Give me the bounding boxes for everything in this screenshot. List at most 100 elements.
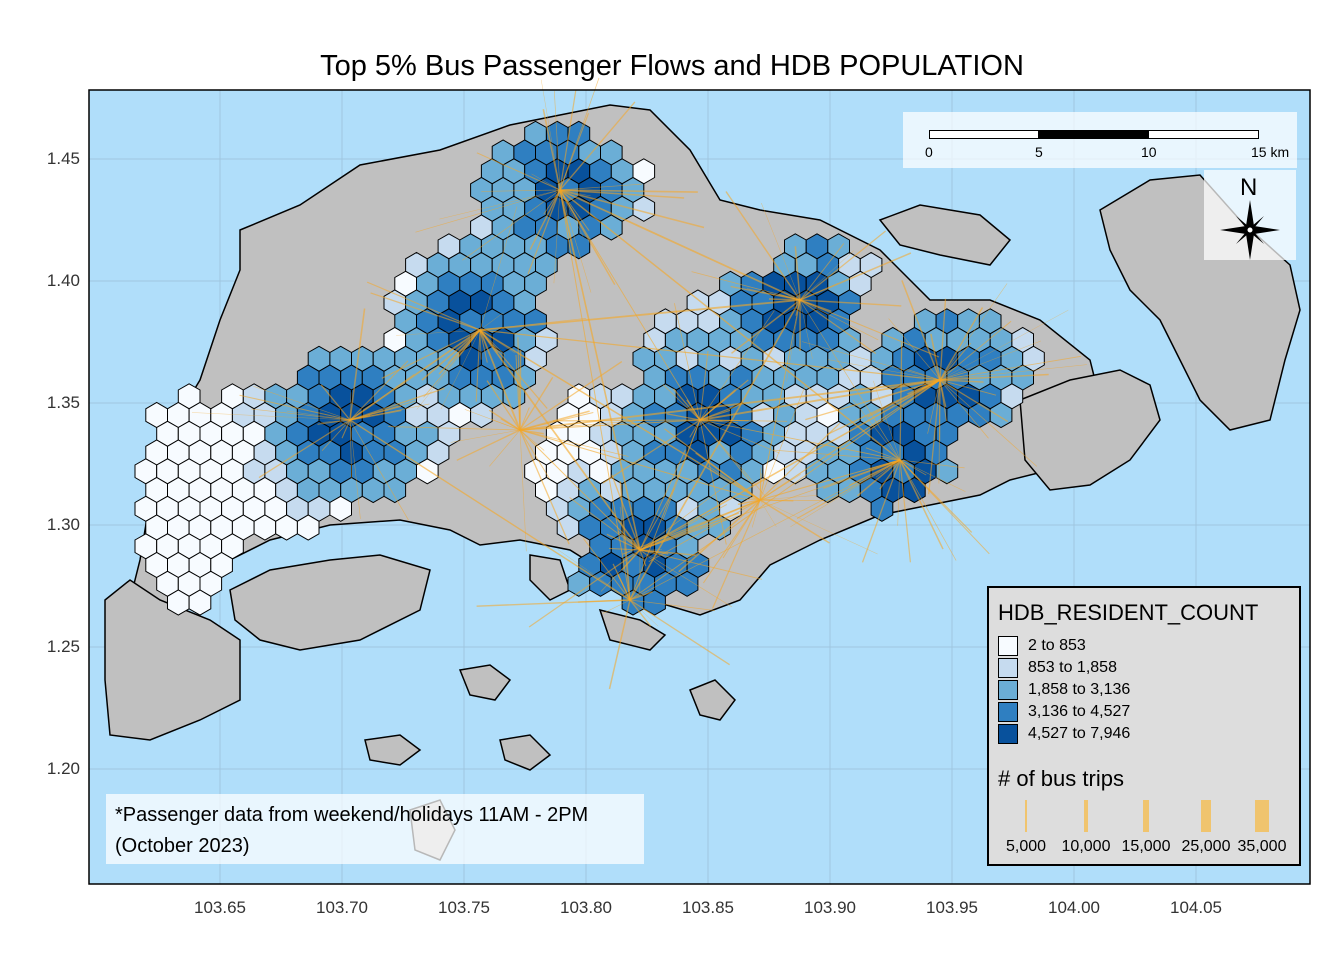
flow-line [799,299,940,358]
flow-line [939,364,1087,381]
flow-size-label: 35,000 [1237,838,1287,855]
flow-line [600,549,641,592]
flow-line [457,329,481,358]
flow-line [799,299,832,313]
flow-line [899,459,927,476]
y-tick-label: 1.40 [46,271,80,290]
flow-line [699,310,775,421]
legend-swatch [998,658,1018,678]
flow-line [939,307,984,381]
flow-line [349,419,353,478]
flow-line [320,384,351,421]
flow-line [629,599,659,627]
flow-line [475,329,481,402]
flow-line [737,499,761,506]
southern-isle-1 [458,664,512,701]
flow-line [476,152,561,191]
flow-line [479,329,521,431]
y-tick-label: 1.30 [46,515,80,534]
hex-cell [675,570,699,597]
flow-line [396,329,481,336]
flow-line [481,189,561,192]
flow-line [462,189,561,261]
flow-line [639,499,761,551]
sentosa [598,608,667,651]
flow-line [799,250,854,301]
legend-flow-size: 35,000 [1227,798,1297,858]
flow-line [439,189,561,220]
flow-line [553,90,561,191]
flow-line [939,379,997,396]
flow-line [479,329,641,551]
flow-line [629,599,730,666]
x-tick-label: 104.05 [1170,898,1222,917]
flow-line [751,499,761,528]
flow-line [559,189,590,231]
flow-line [559,189,592,293]
flow-line [899,459,944,550]
x-tick-label: 103.85 [682,898,734,917]
flow-line [528,549,641,628]
legend-flow-size: 5,000 [991,798,1061,858]
flow-line [712,499,761,609]
flow-line [519,429,641,551]
flow-line [519,419,701,431]
flow-line [349,419,361,519]
legend-class-label: 1,858 to 3,136 [1028,681,1131,698]
legend-class-label: 2 to 853 [1028,637,1086,654]
flow-line [479,329,761,501]
flow-line [799,243,845,301]
flow-line [939,355,1082,381]
legend-swatch [998,636,1018,656]
flow-line [349,392,352,421]
flow-line [799,299,902,307]
flow-line [828,359,941,381]
flow-line [553,419,701,422]
flow-line [519,379,941,431]
flow-line [349,419,631,601]
flow-line [559,189,705,229]
flow-line [629,599,715,611]
flow-size-label: 15,000 [1121,838,1171,855]
flow-line [349,409,402,421]
flow-line [639,549,733,608]
flow-line [611,474,641,551]
legend-flow-size: 25,000 [1171,798,1241,858]
flow-line [699,419,780,454]
flow-line [479,329,548,409]
flow-line [805,379,941,421]
flow-line [388,426,521,431]
flow-line [899,459,966,492]
flow-line [479,312,504,331]
southern-isle-2 [364,734,422,766]
flow-line [486,380,521,431]
flow-line [629,591,653,601]
flow-line [639,379,941,551]
scale-label: 0 [925,144,933,160]
legend-class-label: 4,527 to 7,946 [1028,725,1131,742]
flow-line [489,429,521,467]
flow-line [602,419,701,484]
flow-line [639,549,647,567]
scale-label: 10 [1141,144,1157,160]
legend-class-label: 853 to 1,858 [1028,659,1117,676]
flow-line [759,459,901,501]
flow-line [606,533,641,551]
x-tick-label: 103.75 [438,898,490,917]
flow-line [349,360,409,421]
flow-line [639,488,675,551]
flow-line [759,495,817,501]
map-title: Top 5% Bus Passenger Flows and HDB POPUL… [320,50,1024,82]
flow-line [349,329,481,421]
scale-segment [929,130,1039,139]
flow-line [759,422,841,501]
flow-line [527,189,561,275]
flow-line [479,329,506,356]
flow-line [899,459,957,561]
flow-line [559,189,641,551]
flow-line [559,189,901,461]
flow-line [899,459,916,476]
hex-layer [134,120,1045,616]
hex-cell [470,401,493,429]
